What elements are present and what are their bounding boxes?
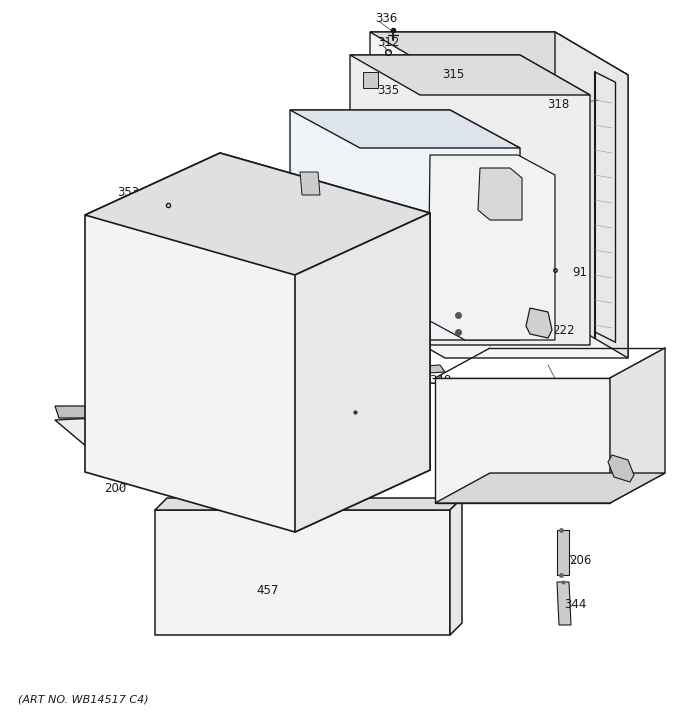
Text: 204: 204 bbox=[269, 179, 291, 192]
Text: 332: 332 bbox=[449, 172, 471, 185]
Polygon shape bbox=[450, 498, 462, 635]
Text: 315: 315 bbox=[442, 69, 464, 82]
Text: 457: 457 bbox=[257, 584, 279, 597]
Polygon shape bbox=[295, 213, 430, 532]
Text: 335: 335 bbox=[377, 83, 399, 96]
Text: 359: 359 bbox=[339, 434, 361, 447]
Polygon shape bbox=[526, 308, 552, 338]
Polygon shape bbox=[155, 510, 450, 635]
Polygon shape bbox=[350, 55, 590, 95]
Polygon shape bbox=[435, 473, 665, 503]
Text: 318: 318 bbox=[547, 98, 569, 111]
Polygon shape bbox=[290, 110, 520, 340]
Text: 336: 336 bbox=[375, 12, 397, 25]
Text: 344: 344 bbox=[564, 599, 586, 612]
Text: 343: 343 bbox=[572, 461, 594, 474]
Text: 346: 346 bbox=[397, 219, 419, 232]
Polygon shape bbox=[610, 348, 665, 503]
Polygon shape bbox=[435, 378, 610, 503]
Polygon shape bbox=[350, 55, 590, 345]
Text: 312: 312 bbox=[377, 35, 399, 49]
Polygon shape bbox=[557, 582, 571, 625]
Text: 91: 91 bbox=[573, 266, 588, 279]
Text: 339: 339 bbox=[441, 326, 463, 339]
Text: 330: 330 bbox=[464, 303, 486, 316]
Text: 200: 200 bbox=[104, 481, 126, 494]
Text: 337: 337 bbox=[304, 411, 326, 424]
Polygon shape bbox=[290, 110, 520, 148]
Polygon shape bbox=[85, 153, 430, 532]
Text: 338: 338 bbox=[459, 234, 481, 246]
Polygon shape bbox=[608, 455, 634, 482]
Text: 300: 300 bbox=[559, 389, 581, 402]
Text: (ART NO. WB14517 C4): (ART NO. WB14517 C4) bbox=[18, 695, 149, 705]
Polygon shape bbox=[85, 153, 430, 275]
Polygon shape bbox=[363, 72, 378, 88]
Polygon shape bbox=[300, 172, 320, 195]
Text: 206: 206 bbox=[568, 554, 591, 566]
Polygon shape bbox=[342, 400, 365, 424]
Text: 348: 348 bbox=[429, 374, 451, 387]
Polygon shape bbox=[428, 155, 555, 340]
Text: 222: 222 bbox=[551, 324, 574, 337]
Polygon shape bbox=[370, 32, 628, 358]
Polygon shape bbox=[155, 498, 462, 510]
Polygon shape bbox=[384, 390, 412, 408]
Text: 353: 353 bbox=[117, 185, 139, 198]
Text: 343: 343 bbox=[397, 392, 419, 405]
Polygon shape bbox=[555, 32, 628, 358]
Polygon shape bbox=[55, 408, 338, 452]
Polygon shape bbox=[370, 32, 628, 75]
Polygon shape bbox=[55, 406, 346, 418]
Text: 365: 365 bbox=[174, 324, 196, 337]
Polygon shape bbox=[478, 168, 522, 220]
Polygon shape bbox=[310, 365, 445, 380]
Polygon shape bbox=[557, 530, 569, 575]
